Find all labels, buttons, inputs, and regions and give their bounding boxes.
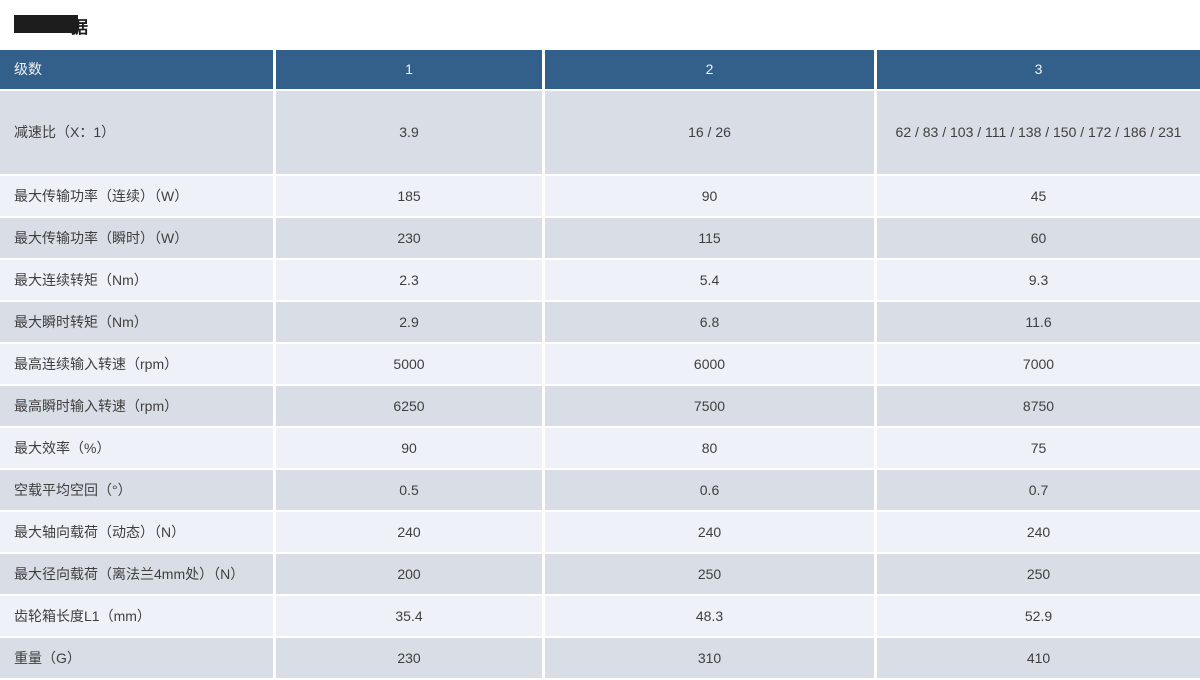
value-cell: 200 [276, 554, 545, 594]
row-label-cell: 最大径向载荷（离法兰4mm处）（N） [0, 554, 276, 594]
value-cell: 8750 [877, 386, 1200, 426]
value-cell: 240 [276, 512, 545, 552]
value-cell: 250 [877, 554, 1200, 594]
row-label-cell: 最大传输功率（连续）（W） [0, 176, 276, 216]
row-label-cell: 空载平均空回（°） [0, 470, 276, 510]
value-cell: 6250 [276, 386, 545, 426]
value-cell: 0.6 [545, 470, 877, 510]
table-header-row: 级数 1 2 3 [0, 50, 1200, 91]
row-label-cell: 最高连续输入转速（rpm） [0, 344, 276, 384]
value-cell: 5000 [276, 344, 545, 384]
row-label-cell: 最大轴向载荷（动态）（N） [0, 512, 276, 552]
value-cell: 52.9 [877, 596, 1200, 636]
table-row: 最大轴向载荷（动态）（N） 240 240 240 [0, 512, 1200, 554]
row-label-cell: 最大瞬时转矩（Nm） [0, 302, 276, 342]
table-row: 最大效率（%） 90 80 75 [0, 428, 1200, 470]
row-label-cell: 最高瞬时输入转速（rpm） [0, 386, 276, 426]
value-cell: 6.8 [545, 302, 877, 342]
value-cell: 310 [545, 638, 877, 678]
value-cell: 115 [545, 218, 877, 258]
row-label-cell: 最大传输功率（瞬时）（W） [0, 218, 276, 258]
redaction-bar [14, 15, 78, 33]
value-cell: 90 [276, 428, 545, 468]
value-cell: 240 [877, 512, 1200, 552]
header-column-3: 3 [877, 50, 1200, 89]
value-cell: 230 [276, 638, 545, 678]
value-cell: 410 [877, 638, 1200, 678]
table-row: 最大瞬时转矩（Nm） 2.9 6.8 11.6 [0, 302, 1200, 344]
table-row: 减速比（X：1） 3.9 16 / 26 62 / 83 / 103 / 111 / … [0, 91, 1200, 176]
table-row: 最大传输功率（连续）（W） 185 90 45 [0, 176, 1200, 218]
value-cell: 80 [545, 428, 877, 468]
header-stage-label: 级数 [0, 50, 276, 89]
table-row: 最高瞬时输入转速（rpm） 6250 7500 8750 [0, 386, 1200, 428]
table-row: 最高连续输入转速（rpm） 5000 6000 7000 [0, 344, 1200, 386]
row-label-cell: 齿轮箱长度L1（mm） [0, 596, 276, 636]
table-row: 空载平均空回（°） 0.5 0.6 0.7 [0, 470, 1200, 512]
value-cell: 5.4 [545, 260, 877, 300]
table-row: 最大传输功率（瞬时）（W） 230 115 60 [0, 218, 1200, 260]
value-cell: 0.5 [276, 470, 545, 510]
value-cell: 3.9 [276, 91, 545, 174]
row-label-cell: 最大效率（%） [0, 428, 276, 468]
spec-table: 级数 1 2 3 减速比（X：1） 3.9 16 / 26 62 / 83 / 103 / 1… [0, 50, 1200, 680]
row-label-cell: 最大连续转矩（Nm） [0, 260, 276, 300]
value-cell: 185 [276, 176, 545, 216]
value-cell: 45 [877, 176, 1200, 216]
value-cell: 250 [545, 554, 877, 594]
header-column-1: 1 [276, 50, 545, 89]
value-cell: 6000 [545, 344, 877, 384]
value-cell: 2.9 [276, 302, 545, 342]
value-cell: 16 / 26 [545, 91, 877, 174]
row-label-cell: 重量（G） [0, 638, 276, 678]
page-title: 据 [14, 13, 214, 37]
table-row: 最大径向载荷（离法兰4mm处）（N） 200 250 250 [0, 554, 1200, 596]
value-cell: 90 [545, 176, 877, 216]
value-cell: 48.3 [545, 596, 877, 636]
value-cell: 2.3 [276, 260, 545, 300]
header-column-2: 2 [545, 50, 877, 89]
value-cell: 60 [877, 218, 1200, 258]
table-row: 重量（G） 230 310 410 [0, 638, 1200, 680]
value-cell-text: 62 / 83 / 103 / 111 / 138 / 150 / 172 / … [895, 124, 1182, 141]
value-cell: 240 [545, 512, 877, 552]
row-label-cell: 减速比（X：1） [0, 91, 276, 174]
value-cell: 0.7 [877, 470, 1200, 510]
value-cell: 75 [877, 428, 1200, 468]
table-row: 最大连续转矩（Nm） 2.3 5.4 9.3 [0, 260, 1200, 302]
value-cell: 230 [276, 218, 545, 258]
value-cell: 7000 [877, 344, 1200, 384]
value-cell: 11.6 [877, 302, 1200, 342]
value-cell: 9.3 [877, 260, 1200, 300]
value-cell: 7500 [545, 386, 877, 426]
value-cell: 35.4 [276, 596, 545, 636]
value-cell: 62 / 83 / 103 / 111 / 138 / 150 / 172 / … [877, 91, 1200, 174]
table-row: 齿轮箱长度L1（mm） 35.4 48.3 52.9 [0, 596, 1200, 638]
